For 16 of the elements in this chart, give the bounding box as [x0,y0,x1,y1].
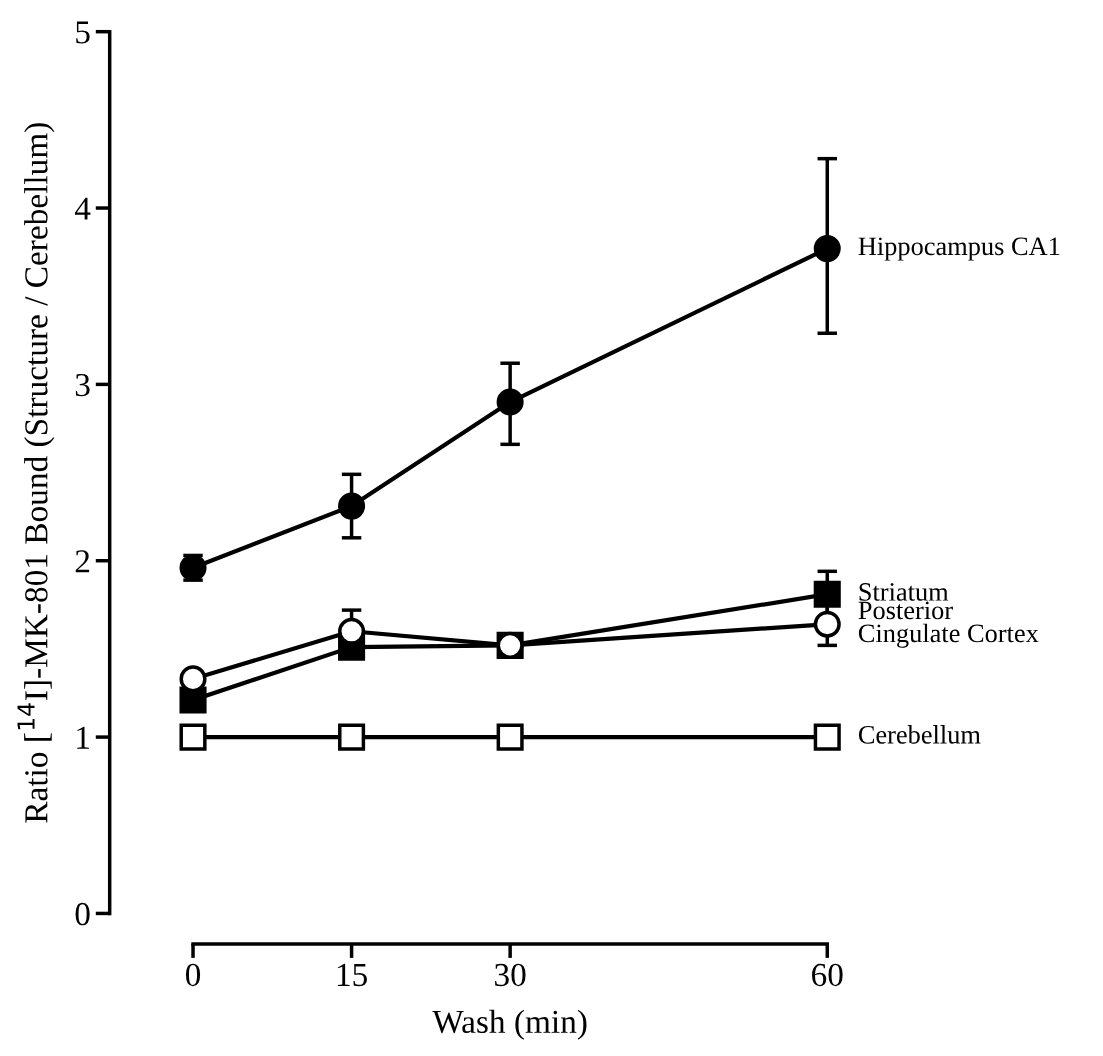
y-tick-label: 1 [77,726,89,749]
y-tick-label: 4 [74,197,91,220]
series-label: Hippocampus CA1 [858,237,1060,261]
y-tick-label: 5 [76,21,90,44]
x-tick-label: 0 [185,963,201,987]
y-tick-label: 2 [75,550,90,573]
y-tick-label: 0 [75,902,90,926]
series-label: Posterior Cingulate Cortex [858,601,1039,648]
y-tick-label: 3 [75,373,90,397]
x-axis-title: Wash (min) [432,1009,587,1040]
y-axis-title: Ratio [$^{14}$I]-MK-801 Bound (Structure / Cerebellum) [17,123,55,823]
x-tick-label: 30 [495,963,526,987]
x-tick-label: 60 [812,963,843,987]
x-tick-label: 15 [337,963,367,987]
series-label: Striatum [859,583,949,601]
series-label: Cerebellum [858,725,981,744]
